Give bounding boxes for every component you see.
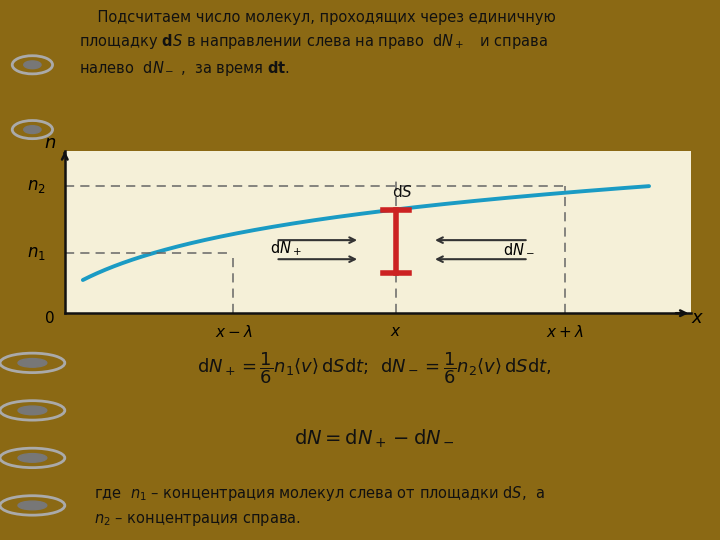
Circle shape: [24, 126, 41, 133]
Text: 0: 0: [45, 310, 55, 326]
Text: $n$: $n$: [44, 134, 56, 152]
Text: $n_1$: $n_1$: [27, 244, 45, 262]
Text: $\mathrm{d}N_+ = \dfrac{1}{6}n_1 \langle v \rangle \,\mathrm{d}S\mathrm{d}t$;  $: $\mathrm{d}N_+ = \dfrac{1}{6}n_1 \langle…: [197, 350, 552, 386]
Text: $\mathrm{d}N = \mathrm{d}N_+ - \mathrm{d}N_-$: $\mathrm{d}N = \mathrm{d}N_+ - \mathrm{d…: [294, 428, 455, 450]
Text: $x + \lambda$: $x + \lambda$: [546, 325, 583, 340]
Text: $\mathrm{d}S$: $\mathrm{d}S$: [392, 184, 413, 200]
Text: $\mathrm{d}N_-$: $\mathrm{d}N_-$: [503, 241, 534, 256]
Text: Подсчитаем число молекул, проходящих через единичную
площадку $\mathbf{d}S$ в на: Подсчитаем число молекул, проходящих чер…: [79, 10, 556, 78]
Text: $x - \lambda$: $x - \lambda$: [215, 325, 252, 340]
Circle shape: [18, 359, 47, 367]
Circle shape: [18, 454, 47, 462]
Text: $x$: $x$: [690, 309, 704, 327]
Circle shape: [24, 61, 41, 69]
Circle shape: [18, 406, 47, 415]
Text: $x$: $x$: [390, 325, 402, 339]
Text: $n_2$: $n_2$: [27, 177, 45, 195]
Circle shape: [18, 501, 47, 510]
Text: где  $\boldsymbol{n_1}$ – концентрация молекул слева от площадки d$S$,  а
$\bold: где $\boldsymbol{n_1}$ – концентрация мо…: [94, 484, 544, 528]
Text: $\mathrm{d}N_+$: $\mathrm{d}N_+$: [269, 240, 302, 258]
